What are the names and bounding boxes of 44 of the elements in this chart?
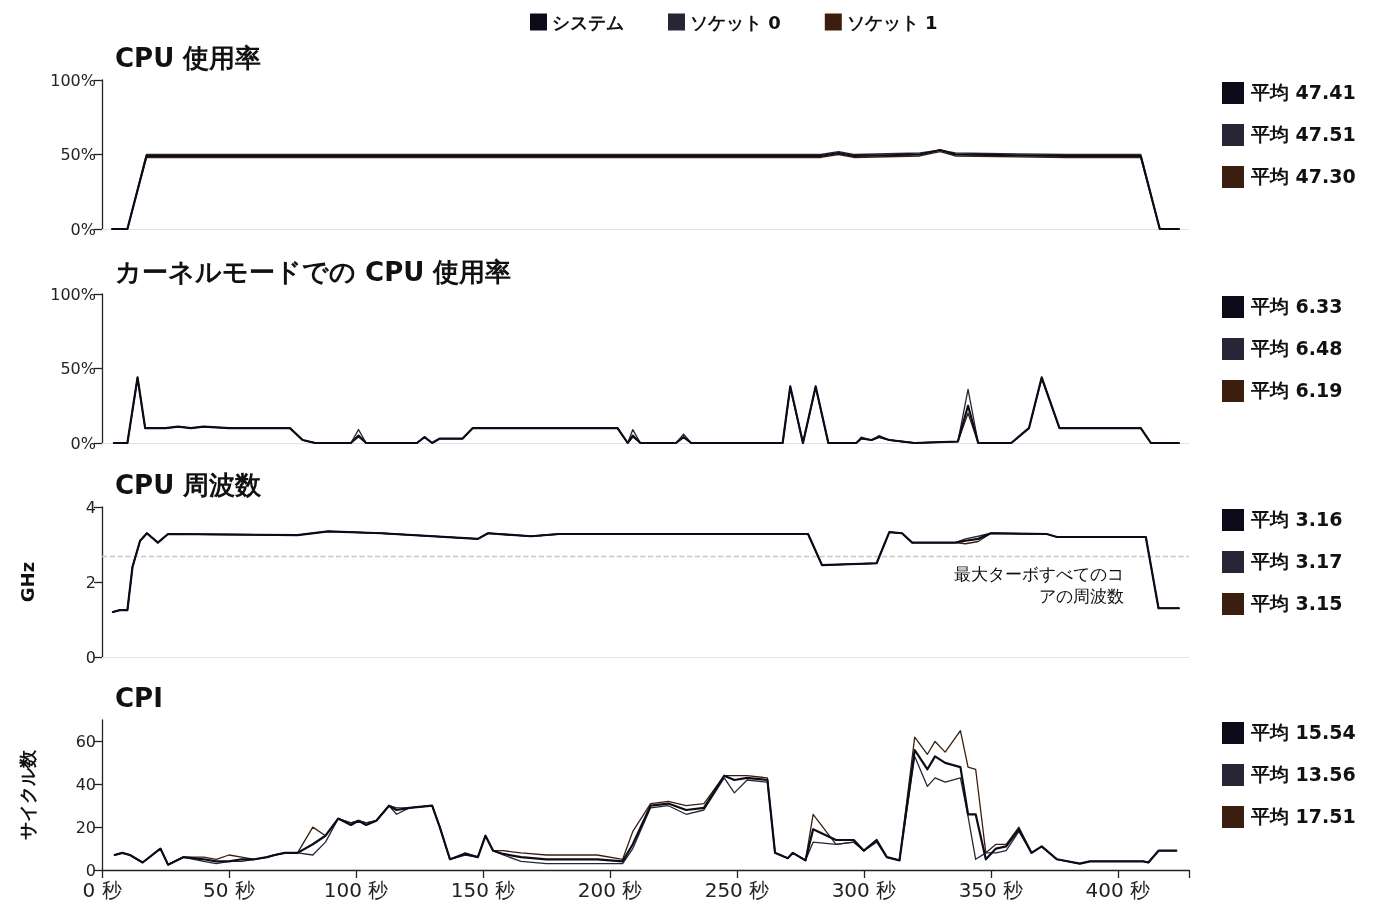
text: 平均 47.51 (1251, 122, 1356, 147)
y-tick-label: 50% (60, 145, 96, 164)
y-tick-label: 100% (50, 284, 96, 304)
y-axis-title: サイクル数 (16, 749, 38, 840)
chart-title: カーネルモードでの CPU 使用率 (115, 257, 512, 287)
x-tick-label: 50 秒 (203, 878, 255, 902)
y-tick-label: 60 (75, 731, 96, 751)
text: 平均 3.15 (1251, 591, 1343, 616)
y-tick-label: 4 (85, 497, 96, 517)
text: 平均 6.48 (1251, 336, 1343, 361)
text: 平均 17.51 (1251, 804, 1356, 829)
y-tick-label: 0 (85, 860, 96, 880)
text: 平均 47.30 (1251, 164, 1356, 189)
x-tick-label: 250 秒 (704, 878, 770, 902)
x-tick-label: 350 秒 (958, 878, 1024, 902)
text: 平均 6.19 (1251, 378, 1343, 403)
ref-line-label: 最大ターボすべてのコアの周波数 (954, 563, 1124, 606)
chart-title: CPI (115, 683, 163, 713)
x-tick-label: 150 秒 (450, 878, 516, 902)
x-tick-label: 200 秒 (577, 878, 643, 902)
x-tick-label: 0 秒 (82, 878, 122, 902)
text: 平均 13.56 (1251, 762, 1356, 787)
x-tick-label: 400 秒 (1085, 878, 1151, 902)
chart-title: CPU 使用率 (115, 43, 262, 73)
y-tick-label: 100% (50, 70, 96, 90)
legend-label: ソケット 1 (846, 11, 938, 33)
x-tick-label: 100 秒 (323, 878, 389, 902)
y-tick-label: 20 (75, 817, 96, 837)
text: 平均 3.17 (1251, 549, 1343, 574)
legend-label: ソケット 0 (690, 11, 781, 33)
y-tick-label: 50% (60, 359, 96, 378)
y-axis-title: GHz (16, 561, 38, 603)
text: 平均 3.16 (1251, 507, 1343, 532)
text: 平均 47.41 (1251, 80, 1356, 105)
y-tick-label: 40 (75, 774, 96, 794)
x-tick-label: 300 秒 (831, 878, 897, 902)
text: 平均 15.54 (1251, 720, 1356, 745)
y-tick-label: 2 (85, 572, 96, 592)
chart-title: CPU 周波数 (115, 470, 263, 500)
legend-label: システム (552, 11, 624, 33)
y-tick-label: 0% (70, 433, 96, 453)
y-tick-label: 0% (70, 219, 96, 239)
y-tick-label: 0 (85, 647, 96, 667)
text: 平均 6.33 (1251, 294, 1343, 319)
